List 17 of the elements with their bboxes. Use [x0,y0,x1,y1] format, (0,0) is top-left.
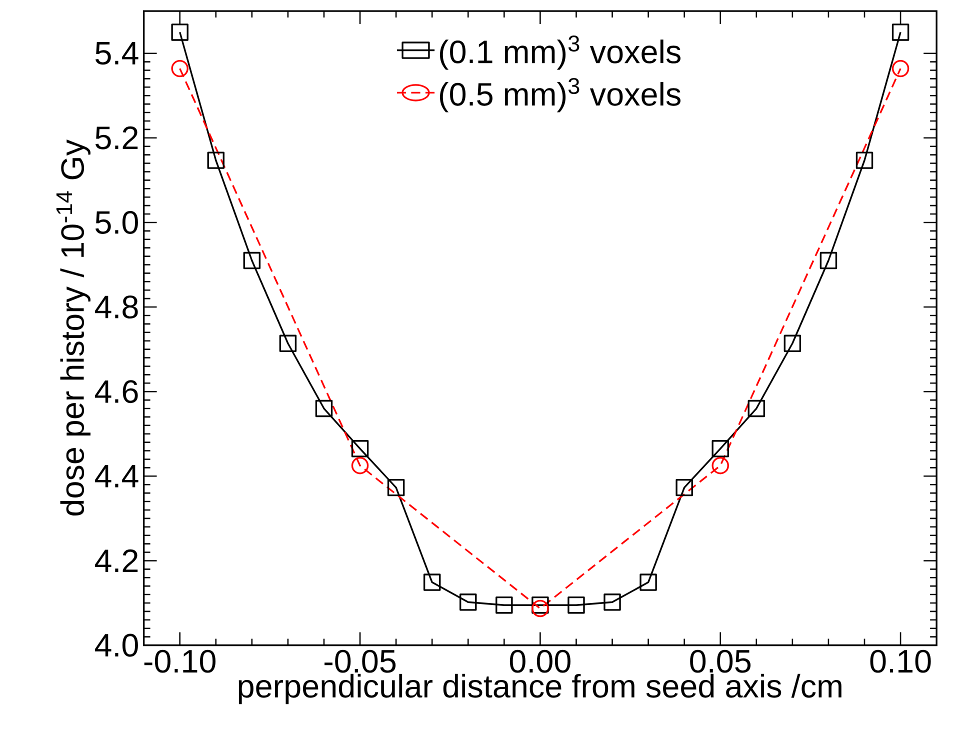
y-axis-title: dose per history / 10$^{-14}$ Gy [56,139,90,516]
y-tick-label: 4.2 [94,549,138,572]
y-tick-label: 5.4 [95,42,138,65]
legend-label: (0.1 mm)$^{3}$ voxels [440,35,680,70]
x-tick-label: 0.05 [690,650,751,673]
y-tick-label: 4.4 [94,464,138,488]
y-tick-label: 4.0 [94,634,138,657]
x-tick-label: -0.05 [324,650,396,673]
x-tick-label: -0.10 [144,650,216,673]
y-tick-label: 4.8 [94,295,138,318]
x-tick-label: 0.10 [870,650,931,673]
legend-label: (0.5 mm)$^{3}$ voxels [440,78,680,112]
x-axis-title: perpendicular distance from seed axis /cm [238,674,842,704]
y-tick-label: 5.2 [95,126,138,150]
y-tick-label: 4.6 [94,380,138,403]
x-tick-label: 0.00 [510,650,570,673]
y-tick-label: 5.0 [95,210,138,234]
